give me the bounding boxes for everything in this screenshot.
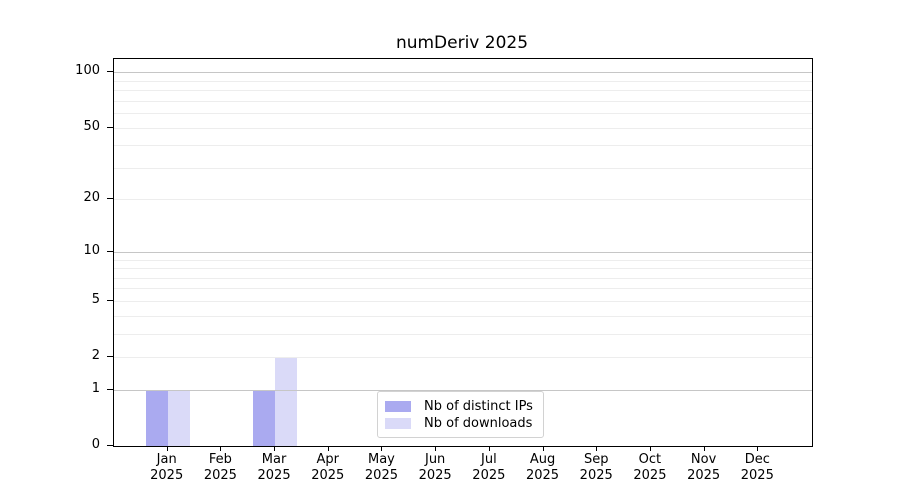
x-tick-mark [542,446,544,451]
legend-label-downloads: Nb of downloads [424,415,533,431]
bar-distinct-ips-jan-2025 [145,389,168,446]
x-tick-label: Mar 2025 [257,452,291,483]
x-tick-label: Dec 2025 [740,452,774,483]
x-tick-label: Feb 2025 [203,452,237,483]
y-tick-mark [107,356,113,358]
x-tick-label: Sep 2025 [579,452,613,483]
x-tick-label: May 2025 [364,452,398,483]
legend-entry-downloads: Nb of downloads [385,415,533,431]
y-tick-label: 50 [83,118,100,134]
y-tick-mark [107,388,113,390]
x-tick-mark [649,446,651,451]
legend-swatch-distinct-ips [385,400,411,412]
y-tick-label: 10 [83,242,100,258]
bar-downloads-jan-2025 [167,389,190,446]
legend-entry-distinct-ips: Nb of distinct IPs [385,398,533,414]
x-tick-mark [435,446,437,451]
y-tick-label: 20 [83,190,100,206]
y-tick-mark [107,198,113,200]
x-tick-label: Oct 2025 [633,452,667,483]
x-tick-mark [381,446,383,451]
x-tick-mark [757,446,759,451]
x-tick-label: Jan 2025 [150,452,184,483]
legend: Nb of distinct IPs Nb of downloads [377,391,544,438]
y-tick-label: 0 [91,437,100,452]
y-tick-label: 2 [91,348,100,364]
x-tick-label: Aug 2025 [525,452,560,483]
x-tick-mark [488,446,490,451]
x-tick-mark [703,446,705,451]
x-tick-label: Nov 2025 [687,452,721,483]
y-tick-label: 5 [91,291,100,307]
legend-swatch-downloads [385,417,411,429]
y-tick-mark [107,445,113,446]
x-tick-mark [327,446,329,451]
legend-label-distinct-ips: Nb of distinct IPs [424,398,533,414]
x-tick-label: Jun 2025 [418,452,452,483]
y-tick-mark [107,126,113,128]
plot-area [113,58,813,447]
x-tick-label: Apr 2025 [311,452,345,483]
y-tick-mark [107,299,113,301]
y-tick-mark [107,71,113,73]
x-tick-label: Jul 2025 [472,452,506,483]
x-tick-mark [596,446,598,451]
chart-title: numDeriv 2025 [395,33,529,53]
y-tick-label: 1 [91,380,100,396]
bar-downloads-mar-2025 [275,357,298,446]
x-tick-mark [220,446,222,451]
bars-layer [114,59,812,446]
y-tick-label: 100 [75,63,100,79]
x-tick-mark [166,446,168,451]
y-tick-mark [107,250,113,252]
bar-distinct-ips-mar-2025 [253,389,276,446]
x-tick-mark [274,446,276,451]
